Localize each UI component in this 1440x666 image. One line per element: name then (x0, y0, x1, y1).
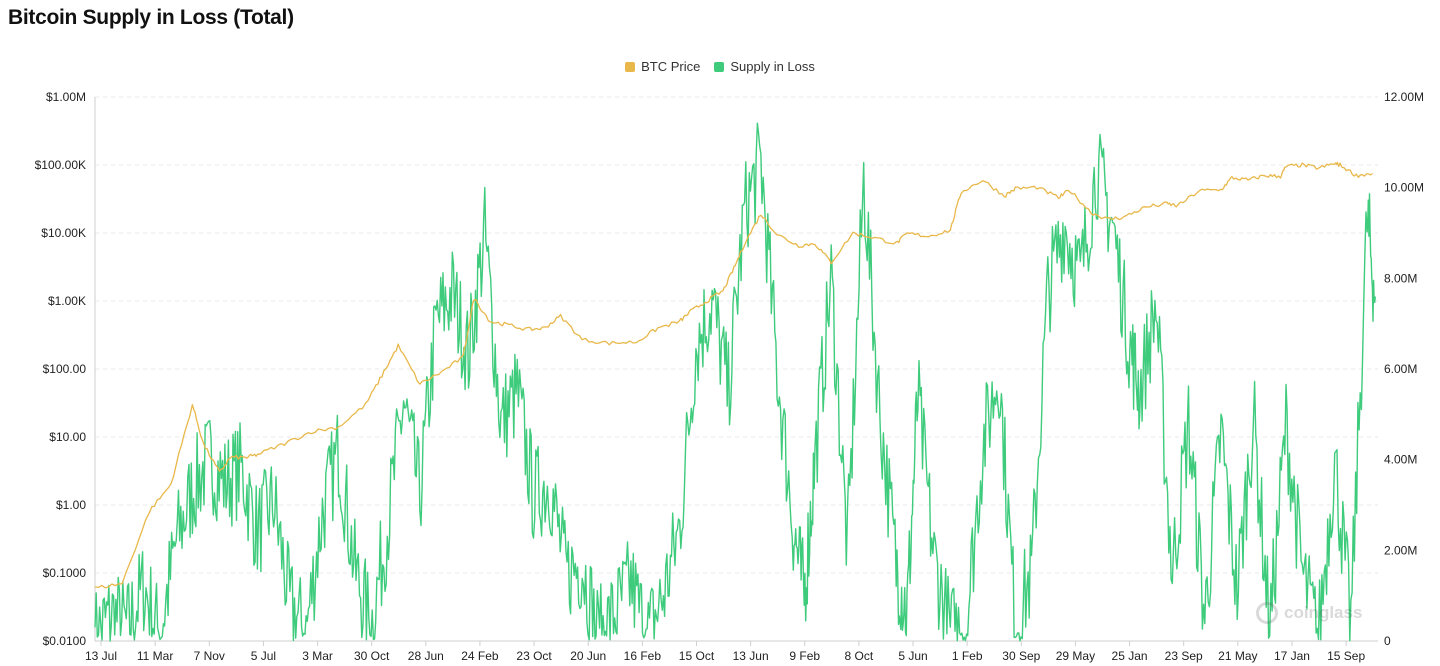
x-tick-label: 7 Nov (194, 649, 225, 663)
chart-legend: BTC Price Supply in Loss (0, 59, 1440, 74)
y-left-tick-label: $100.00 (43, 362, 87, 376)
x-tick-label: 1 Feb (952, 649, 983, 663)
series-line-supply-in-loss (94, 122, 1376, 642)
y-right-tick-label: 10.00M (1384, 181, 1424, 195)
y-right-tick-label: 6.00M (1384, 362, 1417, 376)
y-left-tick-label: $1.00M (46, 90, 86, 104)
x-tick-label: 11 Mar (137, 649, 173, 663)
legend-item-supply-in-loss[interactable]: Supply in Loss (714, 59, 815, 74)
y-left-tick-label: $1.00K (48, 294, 86, 308)
y-right-tick-label: 8.00M (1384, 271, 1417, 285)
legend-label-supply-in-loss: Supply in Loss (730, 59, 815, 74)
legend-swatch-supply-in-loss (714, 61, 725, 72)
y-left-tick-label: $100.00K (35, 158, 86, 172)
y-left-tick-label: $0.1000 (43, 566, 87, 580)
x-tick-label: 3 Mar (302, 649, 333, 663)
x-tick-label: 9 Feb (789, 649, 820, 663)
x-tick-label: 13 Jul (85, 649, 117, 663)
x-tick-label: 30 Sep (1002, 649, 1040, 663)
x-tick-label: 5 Jun (898, 649, 927, 663)
y-left-tick-label: $10.00K (41, 226, 86, 240)
legend-swatch-btc-price (625, 61, 636, 72)
x-tick-label: 28 Jun (408, 649, 444, 663)
y-left-tick-label: $10.00 (49, 430, 86, 444)
legend-item-btc-price[interactable]: BTC Price (625, 59, 700, 74)
y-right-tick-label: 12.00M (1384, 90, 1424, 104)
legend-label-btc-price: BTC Price (641, 59, 701, 74)
x-tick-label: 15 Oct (679, 649, 715, 663)
y-right-tick-label: 2.00M (1384, 543, 1417, 557)
x-tick-label: 5 Jul (251, 649, 276, 663)
x-tick-label: 8 Oct (845, 649, 874, 663)
x-tick-label: 16 Feb (624, 649, 662, 663)
x-tick-label: 23 Sep (1165, 649, 1203, 663)
x-tick-label: 23 Oct (516, 649, 552, 663)
x-tick-label: 24 Feb (461, 649, 499, 663)
y-left-tick-label: $1.00 (56, 498, 86, 512)
series-line-btc-price (94, 161, 1373, 589)
x-tick-label: 20 Jun (570, 649, 606, 663)
x-tick-label: 30 Oct (354, 649, 390, 663)
y-left-tick-label: $0.0100 (43, 634, 87, 648)
x-tick-label: 29 May (1056, 649, 1095, 663)
y-right-tick-label: 4.00M (1384, 453, 1417, 467)
x-tick-label: 25 Jan (1112, 649, 1148, 663)
y-right-tick-label: 0 (1384, 634, 1391, 648)
chart-title: Bitcoin Supply in Loss (Total) (8, 6, 294, 29)
x-tick-label: 17 Jan (1274, 649, 1310, 663)
x-tick-label: 15 Sep (1327, 649, 1365, 663)
x-tick-label: 21 May (1218, 649, 1257, 663)
coinglass-watermark: coinglass (1256, 602, 1362, 624)
x-tick-label: 13 Jun (733, 649, 769, 663)
coinglass-logo-icon (1256, 602, 1278, 624)
